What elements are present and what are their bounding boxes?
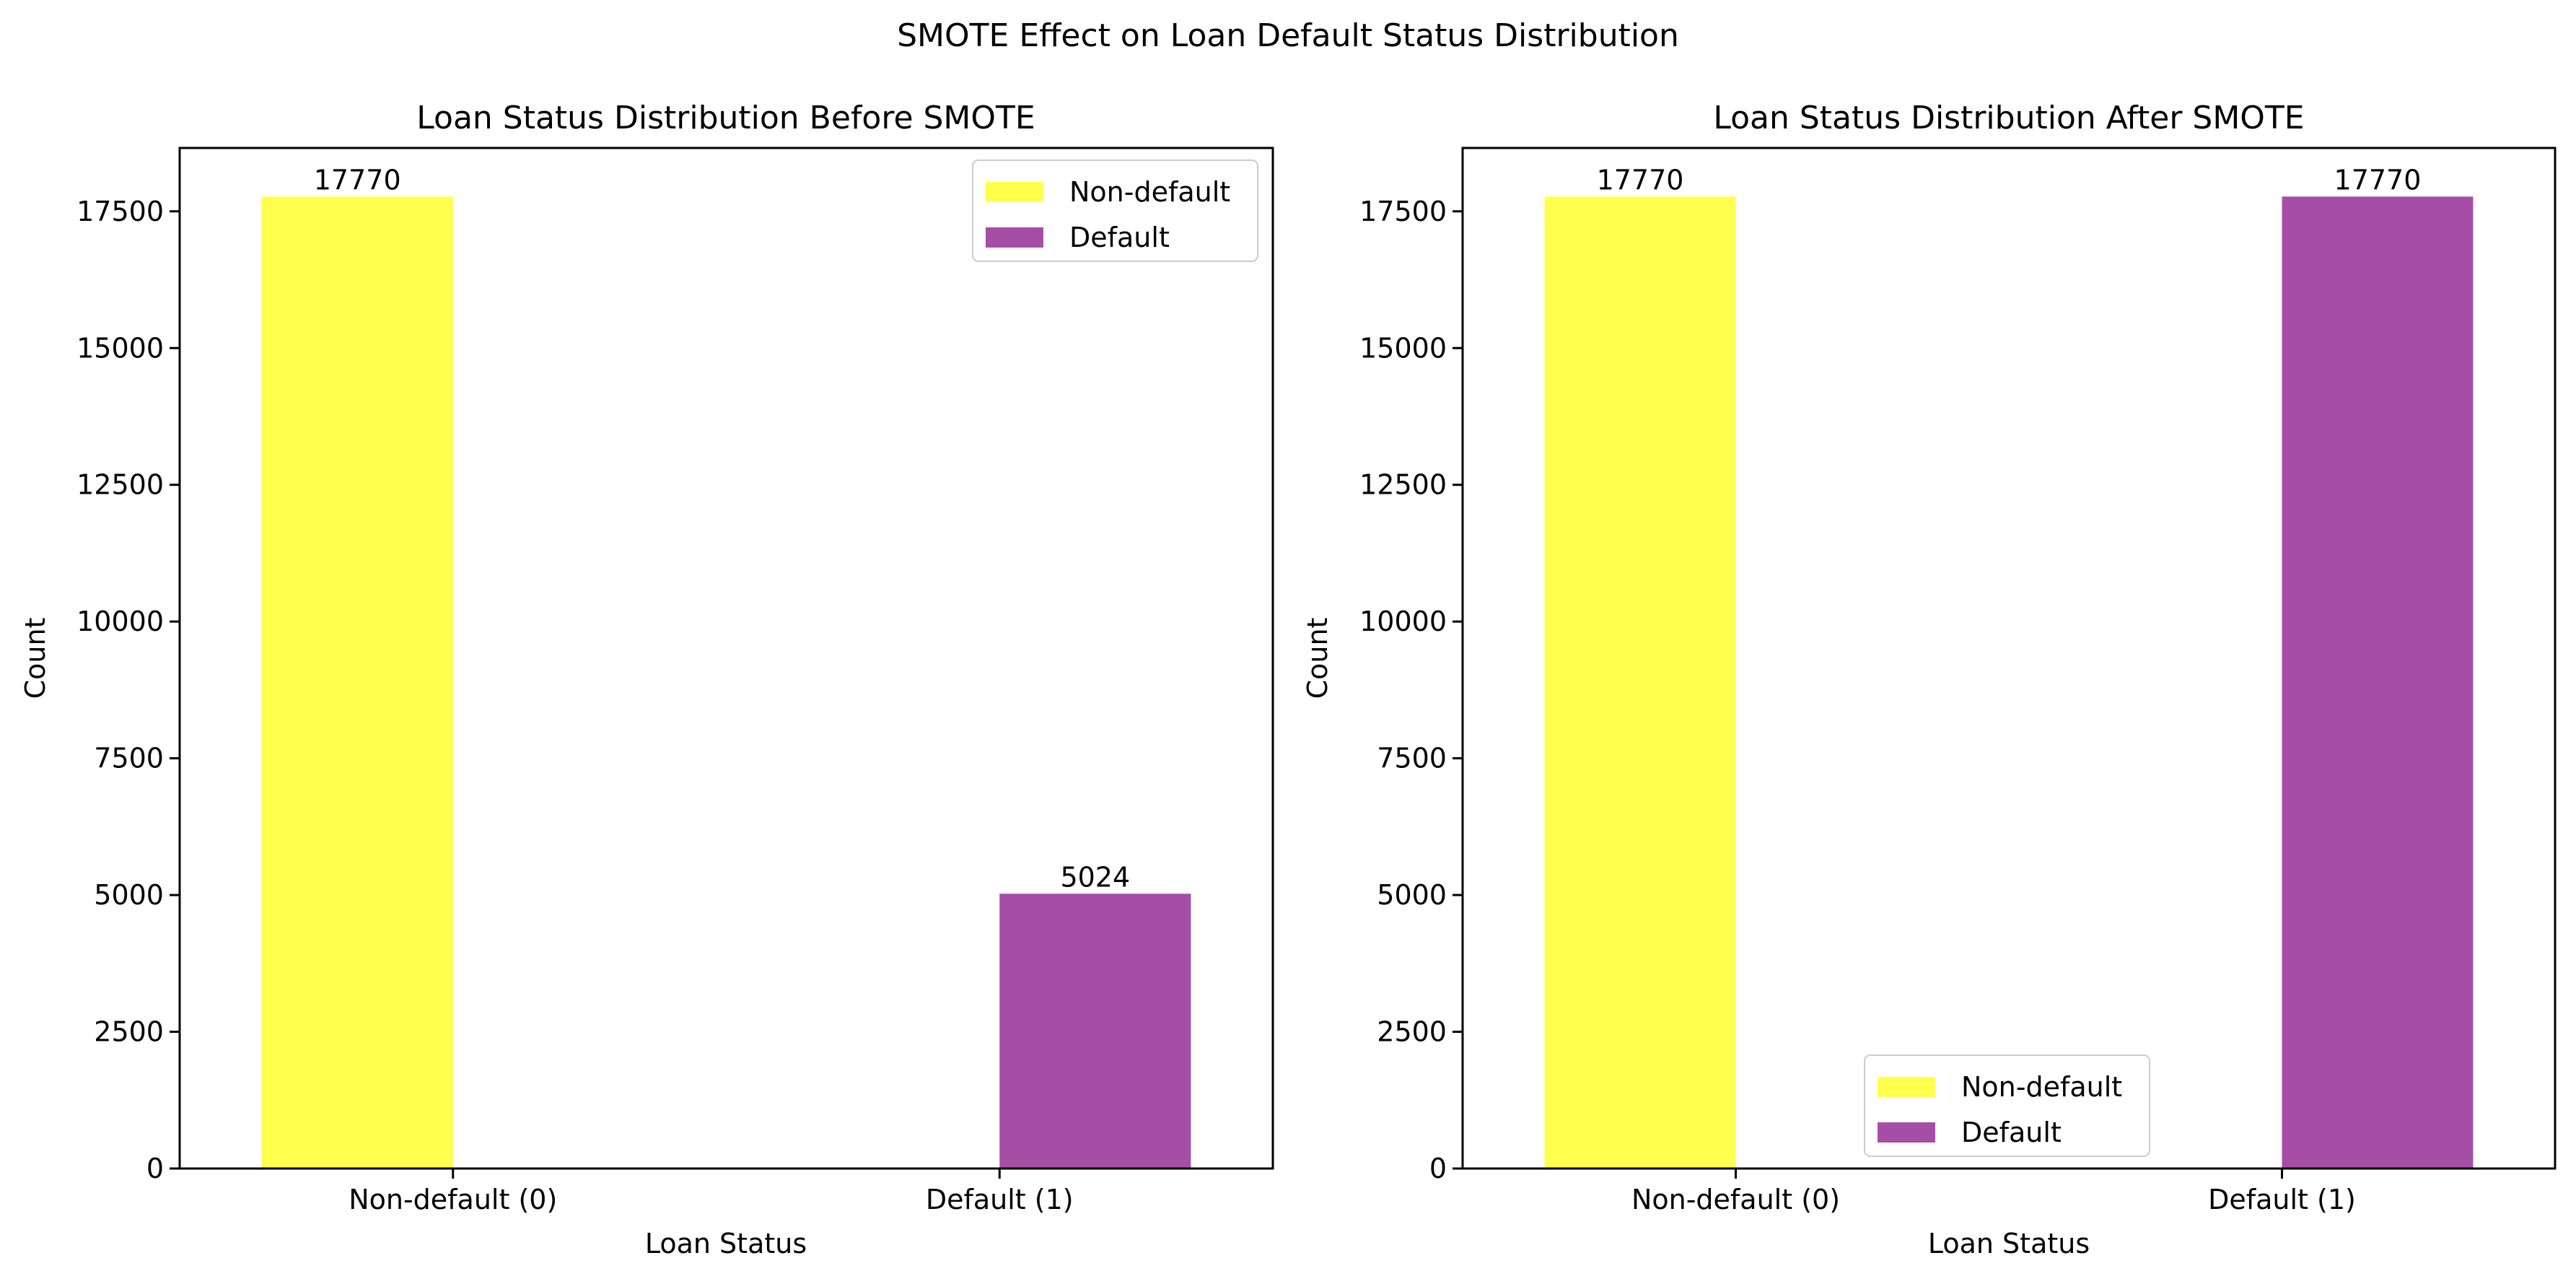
y-tick-label: 7500 bbox=[94, 743, 164, 774]
y-tick-label: 0 bbox=[1429, 1153, 1447, 1184]
legend-before-smote: Non-default Default bbox=[972, 160, 1258, 262]
legend-label: Default bbox=[1069, 222, 1170, 253]
y-tick-label: 17500 bbox=[1359, 196, 1447, 227]
panel-before-smote: Loan Status Distribution Before SMOTE 0 2… bbox=[19, 100, 1274, 1259]
y-tick-label: 15000 bbox=[76, 332, 164, 364]
bar-group-after-smote: 17770 17770 bbox=[1544, 164, 2474, 1169]
y-tick-group-before-smote: 0 2500 5000 7500 10000 12500 15000 17500 bbox=[76, 196, 180, 1184]
bar-default bbox=[999, 894, 1191, 1169]
x-tick-label: Default (1) bbox=[926, 1184, 1074, 1215]
legend-swatch bbox=[986, 182, 1043, 202]
subplot-title-before-smote: Loan Status Distribution Before SMOTE bbox=[416, 100, 1035, 136]
legend-box bbox=[972, 160, 1258, 262]
bar-value-label: 17770 bbox=[314, 164, 401, 196]
legend-label: Default bbox=[1961, 1117, 2062, 1148]
subplot-title-after-smote: Loan Status Distribution After SMOTE bbox=[1713, 100, 2304, 136]
legend-label: Non-default bbox=[1961, 1071, 2122, 1103]
y-tick-label: 15000 bbox=[1359, 332, 1447, 364]
x-tick-label: Non-default (0) bbox=[349, 1184, 557, 1215]
plot-frame-before-smote bbox=[178, 147, 1274, 1170]
x-tick-label: Non-default (0) bbox=[1631, 1184, 1840, 1215]
x-axis-label-after-smote: Loan Status bbox=[1928, 1228, 2090, 1259]
panel-after-smote: Loan Status Distribution After SMOTE 0 25… bbox=[1302, 100, 2557, 1259]
bar-group-before-smote: 17770 5024 bbox=[261, 164, 1191, 1169]
plot-frame-after-smote bbox=[1461, 147, 2557, 1170]
legend-swatch bbox=[1878, 1122, 1935, 1143]
bar-non-default bbox=[1544, 196, 1736, 1169]
legend-label: Non-default bbox=[1069, 176, 1230, 208]
bar-value-label: 17770 bbox=[1597, 164, 1684, 196]
y-tick-label: 12500 bbox=[76, 469, 164, 501]
y-tick-label: 10000 bbox=[76, 606, 164, 637]
figure-title: SMOTE Effect on Loan Default Status Dist… bbox=[897, 17, 1679, 54]
y-axis-label-before-smote: Count bbox=[19, 618, 51, 699]
x-tick-group-before-smote: Non-default (0) Default (1) bbox=[349, 1169, 1074, 1215]
y-tick-label: 5000 bbox=[1377, 879, 1447, 911]
x-tick-label: Default (1) bbox=[2208, 1184, 2356, 1215]
legend-swatch bbox=[986, 227, 1043, 248]
y-tick-label: 2500 bbox=[94, 1016, 164, 1048]
legend-after-smote: Non-default Default bbox=[1864, 1054, 2150, 1157]
bar-value-label: 17770 bbox=[2334, 164, 2422, 196]
x-tick-group-after-smote: Non-default (0) Default (1) bbox=[1631, 1169, 2356, 1215]
y-axis-label-after-smote: Count bbox=[1302, 618, 1333, 699]
bar-default bbox=[2282, 196, 2474, 1169]
legend-box bbox=[1864, 1054, 2150, 1157]
y-tick-label: 17500 bbox=[76, 196, 164, 227]
bar-value-label: 5024 bbox=[1060, 861, 1130, 893]
y-tick-label: 12500 bbox=[1359, 469, 1447, 501]
y-tick-label: 7500 bbox=[1377, 743, 1447, 774]
x-axis-label-before-smote: Loan Status bbox=[645, 1228, 807, 1259]
bar-non-default bbox=[261, 196, 453, 1169]
y-tick-label: 10000 bbox=[1359, 606, 1447, 637]
legend-swatch bbox=[1878, 1077, 1935, 1097]
y-tick-label: 0 bbox=[146, 1153, 164, 1184]
y-tick-label: 2500 bbox=[1377, 1016, 1447, 1048]
y-tick-label: 5000 bbox=[94, 879, 164, 911]
y-tick-group-after-smote: 0 2500 5000 7500 10000 12500 15000 17500 bbox=[1359, 196, 1463, 1184]
